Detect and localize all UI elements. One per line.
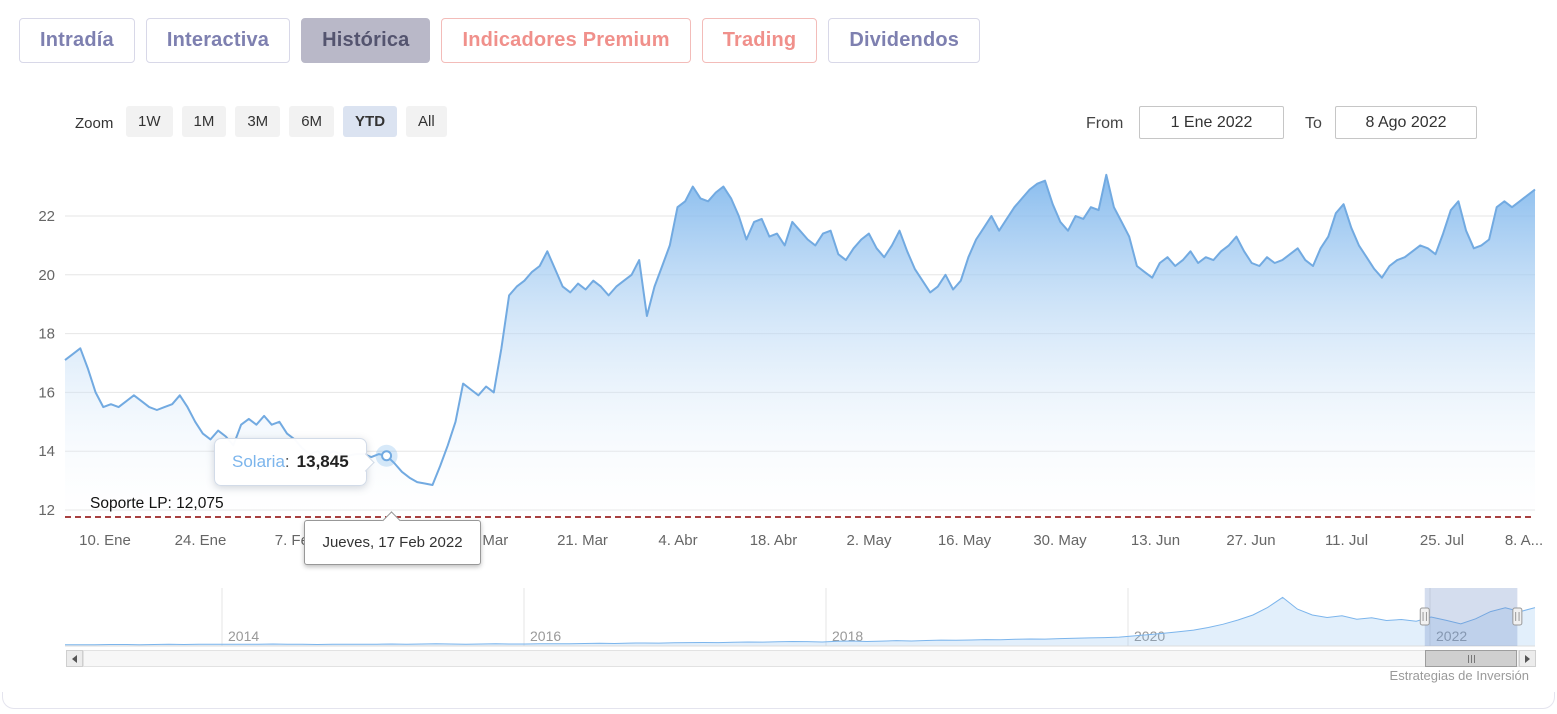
zoom-button-all[interactable]: All <box>406 106 447 137</box>
date-tooltip-text: Jueves, 17 Feb 2022 <box>322 534 463 551</box>
thumb-grip <box>1470 654 1472 663</box>
zoom-button-ytd[interactable]: YTD <box>343 106 398 137</box>
thumb-grip <box>1467 654 1469 663</box>
y-axis-label: 18 <box>38 326 55 343</box>
x-axis-label: 8. A... <box>1505 532 1543 549</box>
x-axis-label: 27. Jun <box>1226 532 1275 549</box>
navigator-handle-left[interactable] <box>1419 607 1430 626</box>
x-axis-label: 21. Mar <box>557 532 608 549</box>
scrollbar <box>66 650 1536 667</box>
right-triangle-icon <box>1525 654 1530 663</box>
y-axis-label: 16 <box>38 384 55 401</box>
navigator-handle-right[interactable] <box>1512 607 1523 626</box>
zoom-button-3m[interactable]: 3M <box>235 106 281 137</box>
tab-intradia[interactable]: Intradía <box>19 18 135 63</box>
zoom-button-6m[interactable]: 6M <box>289 106 335 137</box>
navigator-year-label: 2014 <box>228 628 259 644</box>
x-axis-label: 4. Abr <box>658 532 697 549</box>
zoom-button-1w[interactable]: 1W <box>126 106 173 137</box>
date-tooltip: Jueves, 17 Feb 2022 <box>304 520 481 565</box>
tab-historica[interactable]: Histórica <box>301 18 431 63</box>
x-axis-label: 11. Jul <box>1325 532 1368 549</box>
left-triangle-icon <box>72 654 77 663</box>
from-date-input[interactable] <box>1139 106 1284 139</box>
to-date-input[interactable] <box>1335 106 1477 139</box>
navigator-year-label: 2016 <box>530 628 561 644</box>
scrollbar-right-arrow[interactable] <box>1519 650 1536 667</box>
x-axis-label: 13. Jun <box>1131 532 1180 549</box>
x-axis-label: 30. May <box>1033 532 1087 549</box>
y-axis-label: 14 <box>38 443 55 460</box>
to-label: To <box>1305 115 1322 132</box>
navigator-year-label: 2022 <box>1436 628 1467 644</box>
tab-interactiva[interactable]: Interactiva <box>145 18 291 63</box>
zoom-button-1m[interactable]: 1M <box>181 106 227 137</box>
thumb-grip <box>1473 654 1475 663</box>
tab-dividendos[interactable]: Dividendos <box>828 18 981 63</box>
tooltip-separator: : <box>284 452 290 471</box>
tooltip-series-name: Solaria <box>232 452 285 471</box>
tab-indicadores-premium[interactable]: Indicadores Premium <box>441 18 691 63</box>
zoom-button-group: 1W 1M 3M 6M YTD All <box>126 106 447 137</box>
x-axis-label: 24. Ene <box>175 532 227 549</box>
card-bottom-border <box>2 692 1555 709</box>
scrollbar-track[interactable] <box>83 650 1519 667</box>
y-axis-label: 20 <box>38 267 55 284</box>
price-tooltip: Solaria:13,845 <box>214 438 367 486</box>
tooltip-value: 13,845 <box>296 452 349 471</box>
scrollbar-left-arrow[interactable] <box>66 650 83 667</box>
x-axis-label: 25. Jul <box>1420 532 1464 549</box>
x-axis-label: 16. May <box>938 532 992 549</box>
x-axis-label: 18. Abr <box>750 532 798 549</box>
from-label: From <box>1086 115 1124 132</box>
navigator-year-label: 2018 <box>832 628 863 644</box>
navigator-year-label: 2020 <box>1134 628 1165 644</box>
navigator-selection-mask[interactable] <box>1424 588 1518 646</box>
y-axis-label: 22 <box>38 208 55 225</box>
tab-bar: Intradía Interactiva Histórica Indicador… <box>19 18 981 63</box>
y-axis-label: 12 <box>38 502 55 519</box>
credit-text: Estrategias de Inversión <box>1389 668 1529 683</box>
scrollbar-thumb[interactable] <box>1425 650 1517 667</box>
x-axis-label: 2. May <box>846 532 892 549</box>
zoom-label: Zoom <box>75 115 114 132</box>
navigator-area <box>65 597 1535 646</box>
data-point-marker[interactable] <box>381 450 393 462</box>
support-level-label: Soporte LP: 12,075 <box>90 495 224 512</box>
x-axis-label: 10. Ene <box>79 532 131 549</box>
area-fill <box>65 174 1535 529</box>
navigator-chart[interactable]: 2014 2016 2018 2020 2022 <box>0 586 1557 650</box>
navigator-line <box>64 596 1536 646</box>
tab-trading[interactable]: Trading <box>701 18 818 63</box>
